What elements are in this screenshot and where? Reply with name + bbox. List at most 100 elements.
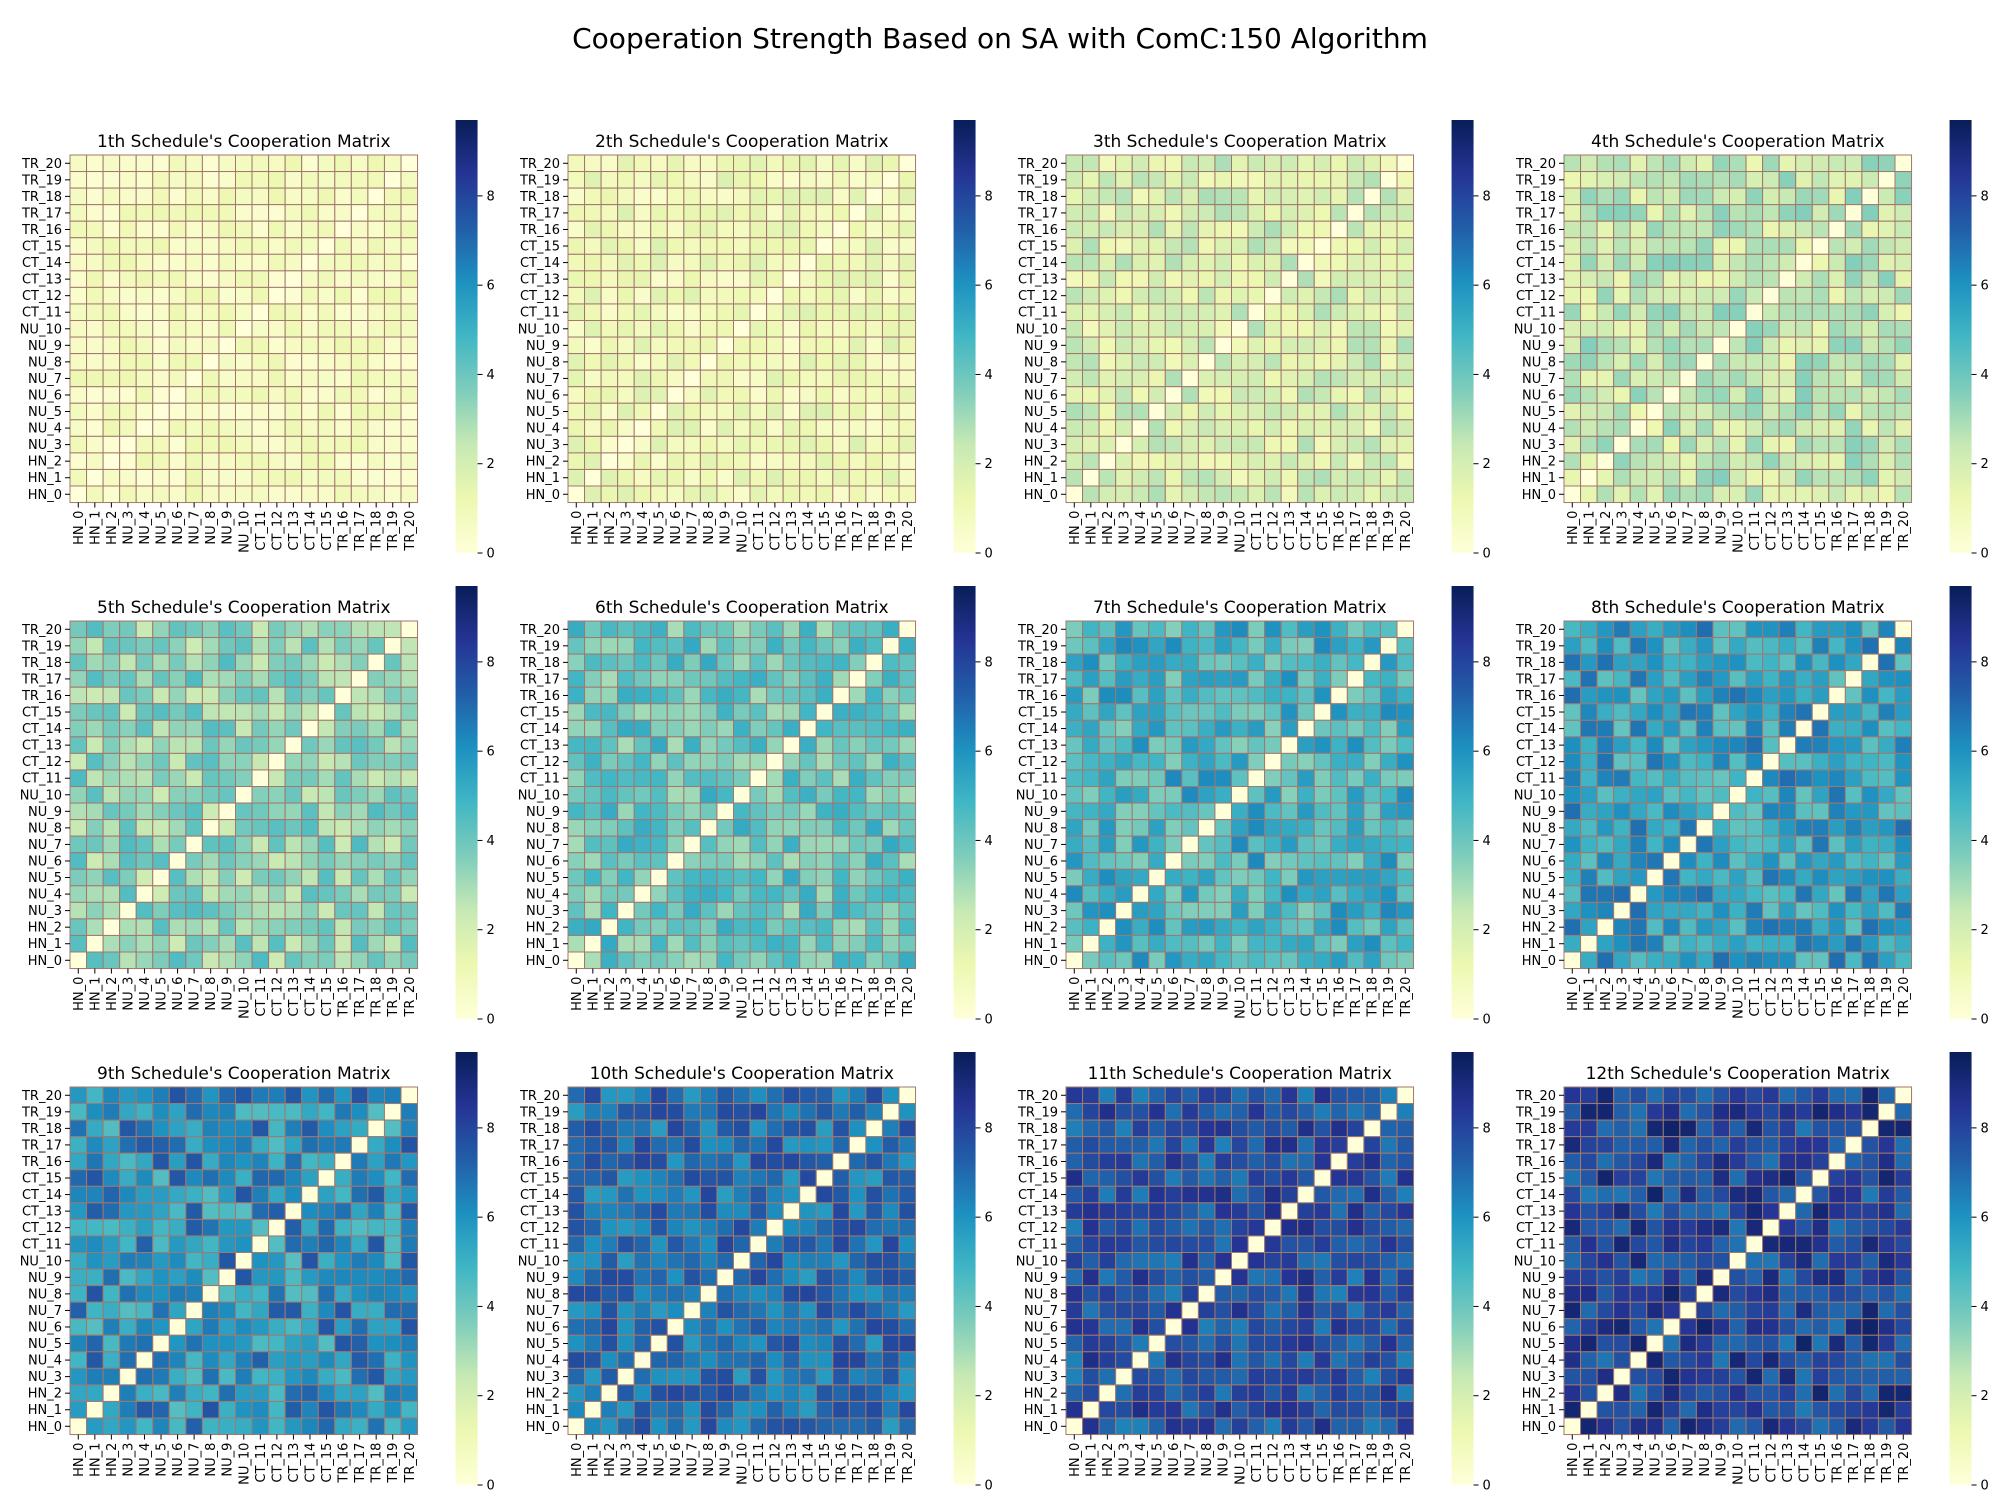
y-tick-label: TR_19 bbox=[519, 173, 560, 188]
heatmap-cell bbox=[650, 386, 668, 404]
heatmap-cell bbox=[1894, 435, 1913, 454]
heatmap-cell bbox=[284, 1218, 303, 1237]
heatmap-cell bbox=[185, 1152, 203, 1171]
heatmap-cell bbox=[1844, 303, 1863, 322]
heatmap-cell bbox=[1778, 187, 1797, 206]
heatmap-cell bbox=[284, 1103, 303, 1121]
heatmap-cell bbox=[235, 402, 253, 421]
heatmap-cell bbox=[1695, 670, 1714, 688]
heatmap-cell bbox=[716, 918, 735, 936]
heatmap-cell bbox=[650, 620, 668, 639]
heatmap-cell bbox=[766, 320, 784, 338]
heatmap-cell bbox=[1264, 237, 1282, 255]
heatmap-cell bbox=[683, 1301, 701, 1320]
heatmap-cell bbox=[1280, 786, 1299, 804]
heatmap-cell bbox=[799, 637, 817, 655]
heatmap-cell bbox=[1396, 270, 1415, 288]
heatmap-cell bbox=[881, 786, 900, 804]
heatmap-cell bbox=[633, 901, 652, 920]
heatmap-cell bbox=[218, 901, 236, 920]
heatmap-cell bbox=[1613, 719, 1631, 738]
heatmap-cell bbox=[1280, 237, 1299, 255]
heatmap-cell bbox=[1811, 901, 1830, 920]
heatmap-cell bbox=[1164, 369, 1183, 388]
heatmap-cell bbox=[284, 435, 303, 454]
heatmap-cell bbox=[1131, 769, 1150, 788]
heatmap-cell bbox=[69, 1367, 88, 1386]
heatmap-cell bbox=[865, 670, 883, 688]
heatmap-cell bbox=[201, 435, 220, 454]
heatmap-cell bbox=[1065, 402, 1084, 421]
heatmap-cell bbox=[600, 786, 619, 804]
heatmap-cell bbox=[815, 1235, 834, 1253]
x-tick-label: TR_18 bbox=[370, 1443, 385, 1484]
heatmap-cell bbox=[749, 171, 768, 189]
heatmap-cell bbox=[334, 320, 352, 338]
heatmap-cell bbox=[650, 769, 668, 788]
heatmap-cell bbox=[152, 1285, 170, 1303]
heatmap-cell bbox=[1563, 703, 1582, 721]
y-tick-label: CT_15 bbox=[1018, 240, 1058, 255]
heatmap-cell bbox=[799, 171, 817, 189]
x-tick-label: HN_2 bbox=[1101, 511, 1116, 545]
heatmap-cell bbox=[168, 802, 187, 821]
heatmap-cell bbox=[1629, 653, 1648, 672]
heatmap-cell bbox=[766, 369, 784, 388]
heatmap-cell bbox=[119, 852, 137, 870]
heatmap-cell bbox=[699, 1417, 718, 1436]
heatmap-cell bbox=[799, 1086, 817, 1105]
heatmap-cell bbox=[898, 1318, 917, 1336]
heatmap-cell bbox=[1861, 435, 1879, 454]
x-tick-label: CT_12 bbox=[270, 511, 285, 551]
heatmap-cell bbox=[135, 653, 154, 672]
heatmap-cell bbox=[168, 1235, 187, 1253]
heatmap-cell bbox=[1280, 653, 1299, 672]
heatmap-cell bbox=[815, 270, 834, 288]
heatmap-cell bbox=[69, 1285, 88, 1303]
heatmap-cell bbox=[1745, 485, 1764, 504]
heatmap-cell bbox=[1745, 353, 1764, 371]
heatmap-cell bbox=[1762, 253, 1780, 272]
heatmap-cell bbox=[584, 303, 602, 322]
heatmap-cell bbox=[1313, 286, 1332, 305]
heatmap-cell bbox=[1828, 187, 1846, 206]
heatmap-cell bbox=[86, 336, 104, 355]
heatmap-cell bbox=[168, 1268, 187, 1287]
heatmap-cell bbox=[865, 1384, 883, 1402]
heatmap-cell bbox=[815, 220, 834, 239]
heatmap-cell bbox=[881, 951, 900, 970]
heatmap-cell bbox=[766, 435, 784, 454]
heatmap-cell bbox=[1828, 353, 1846, 371]
heatmap-cell bbox=[1613, 303, 1631, 322]
heatmap-cell bbox=[1264, 934, 1282, 953]
x-tick-label: NU_3 bbox=[1117, 977, 1132, 1011]
heatmap-cell bbox=[119, 1103, 137, 1121]
heatmap-cell bbox=[1330, 918, 1348, 936]
heatmap-cell bbox=[218, 171, 236, 189]
heatmap-cell bbox=[301, 885, 319, 903]
heatmap-cell bbox=[1197, 852, 1216, 870]
heatmap-cell bbox=[1181, 253, 1199, 272]
heatmap-cell bbox=[350, 303, 369, 322]
heatmap-cell bbox=[1082, 386, 1100, 404]
heatmap-cell bbox=[832, 303, 850, 322]
heatmap-cell bbox=[782, 901, 801, 920]
heatmap-cell bbox=[1745, 752, 1764, 771]
heatmap-cell bbox=[218, 1086, 236, 1105]
heatmap-cell bbox=[1828, 934, 1846, 953]
y-tick-label: NU_10 bbox=[1016, 322, 1058, 337]
y-tick-label: TR_18 bbox=[1017, 190, 1058, 205]
heatmap-cell bbox=[898, 1417, 917, 1436]
heatmap-cell bbox=[1778, 204, 1797, 222]
heatmap-cell bbox=[1629, 154, 1648, 173]
y-tick-label: TR_17 bbox=[21, 672, 62, 687]
heatmap-cell bbox=[218, 435, 236, 454]
heatmap-cell bbox=[1297, 951, 1315, 970]
heatmap-cell bbox=[600, 769, 619, 788]
heatmap-cell bbox=[1148, 320, 1166, 338]
heatmap-cell bbox=[799, 1351, 817, 1369]
heatmap-cell bbox=[201, 1119, 220, 1138]
heatmap-cell bbox=[749, 1318, 768, 1336]
heatmap-cell bbox=[1247, 1086, 1266, 1105]
heatmap-cell bbox=[782, 868, 801, 887]
